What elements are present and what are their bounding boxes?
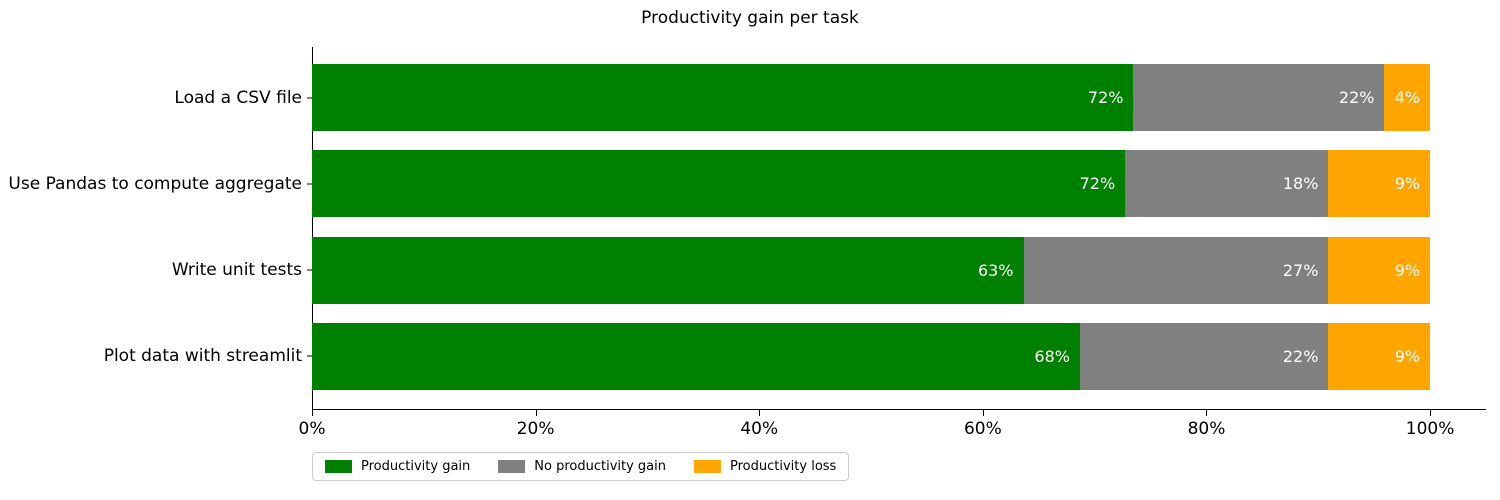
x-tick-label: 80% — [1187, 419, 1226, 439]
x-tick — [1430, 410, 1432, 416]
chart-title: Productivity gain per task — [641, 8, 859, 28]
bar-segment: 72% — [312, 64, 1134, 131]
bar-value-label: 22% — [1338, 88, 1375, 107]
bar-segment: 9% — [1328, 150, 1431, 218]
bar-segment: 63% — [312, 236, 1024, 304]
bar-value-label: 68% — [1034, 346, 1070, 366]
plot-area: 72% 22% 4% Load a CSV file 72% 18% 9% Use Panda… — [8, 47, 1486, 439]
bar-row: 63% 27% 9% — [312, 236, 1486, 304]
x-tick-label: 100% — [1405, 419, 1455, 439]
legend-swatch-icon — [694, 460, 722, 473]
legend-label: No productivity gain — [534, 459, 667, 474]
x-tick — [982, 410, 984, 416]
legend-item: Productivity gain — [325, 459, 470, 474]
legend-swatch-icon — [498, 460, 526, 473]
bar-value-label: 72% — [1079, 174, 1116, 194]
x-tick — [312, 410, 313, 416]
bar-value-label: 72% — [1087, 88, 1124, 107]
y-tick — [307, 97, 312, 98]
x-tick — [535, 410, 537, 416]
legend-item: No productivity gain — [498, 459, 666, 474]
category-label: Load a CSV file — [174, 87, 302, 108]
y-tick — [307, 269, 312, 271]
bar-value-label: 63% — [977, 260, 1014, 280]
legend-label: Productivity gain — [361, 459, 471, 474]
x-tick-label: 20% — [516, 419, 555, 439]
bar-value-label: 18% — [1282, 174, 1319, 194]
category-label: Plot data with streamlit — [103, 346, 302, 367]
bar-segment: 22% — [1079, 322, 1329, 390]
category-label: Use Pandas to compute aggregate — [8, 173, 302, 194]
bar-segment: 22% — [1133, 64, 1385, 131]
bar-row: 68% 22% 9% — [312, 322, 1486, 390]
legend-label: Productivity loss — [730, 459, 837, 474]
bar-segment: 27% — [1023, 236, 1329, 304]
x-axis-spine — [312, 409, 1486, 410]
y-axis-spine — [312, 47, 313, 409]
category-label: Write unit tests — [171, 260, 302, 281]
bar-segment: 68% — [312, 322, 1080, 390]
bar-row: 72% 18% 9% — [312, 150, 1486, 218]
bar-value-label: 9% — [1394, 260, 1421, 280]
bar-value-label: 9% — [1394, 174, 1421, 194]
bar-value-label: 27% — [1282, 260, 1319, 280]
bar-segment: 18% — [1125, 150, 1329, 218]
bar-value-label: 4% — [1394, 88, 1421, 107]
legend: Productivity gain No productivity gain Pro… — [312, 452, 850, 481]
x-tick — [1206, 410, 1208, 416]
bar-segment: 9% — [1328, 236, 1431, 304]
bar-segment: 9% — [1328, 322, 1431, 390]
x-tick-label: 40% — [740, 419, 779, 439]
bar-value-label: 22% — [1282, 346, 1319, 366]
legend-swatch-icon — [325, 460, 352, 473]
x-tick-label: 60% — [963, 419, 1002, 439]
x-tick — [759, 410, 761, 416]
y-tick — [307, 183, 312, 185]
bar-segment: 4% — [1384, 64, 1431, 131]
x-tick-label: 0% — [298, 419, 326, 439]
legend-item: Productivity loss — [694, 459, 836, 474]
bar-value-label: 9% — [1394, 346, 1421, 366]
bar-segment: 72% — [312, 150, 1126, 218]
y-tick — [307, 355, 312, 357]
bar-row: 72% 22% 4% — [312, 64, 1486, 131]
